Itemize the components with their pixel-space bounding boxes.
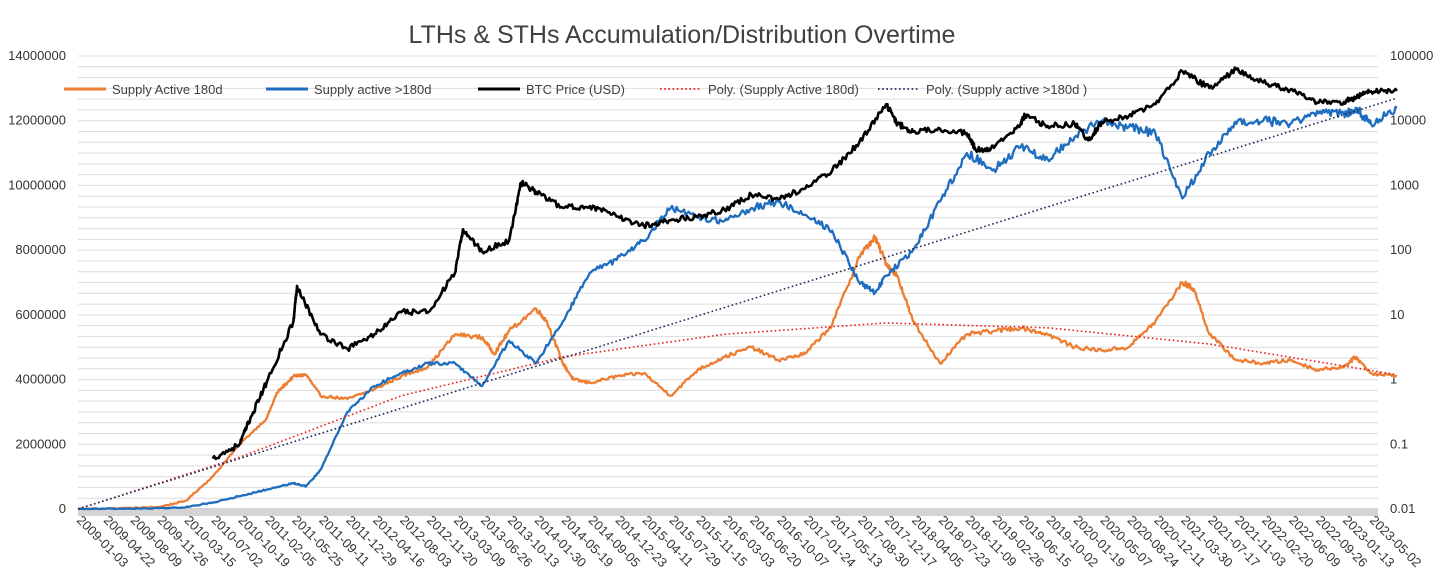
y-right-tick-label: 0.01 — [1390, 501, 1415, 516]
y-right-tick-label: 100 — [1390, 242, 1412, 257]
series-line-0 — [77, 234, 1398, 511]
series-lines — [77, 66, 1398, 511]
legend-label: Supply active >180d — [314, 82, 431, 97]
series-line-1 — [77, 105, 1398, 511]
legend-label: BTC Price (USD) — [526, 82, 625, 97]
y-right-tick-label: 100000 — [1390, 48, 1433, 63]
y-left-tick-label: 4000000 — [15, 372, 66, 387]
series-line-4 — [77, 97, 1398, 510]
y-left-tick-label: 6000000 — [15, 307, 66, 322]
axes: 0 2000000 4000000 6000000 8000000 10000000 120… — [8, 48, 1433, 570]
y-left-tick-label: 14000000 — [8, 48, 66, 63]
y-left-tick-label: 0 — [59, 501, 66, 516]
y-right-tick-label: 1 — [1390, 372, 1397, 387]
gridlines — [78, 55, 1378, 499]
legend: Supply Active 180d Supply active >180d BTC… — [64, 82, 1087, 97]
series-line-2 — [211, 66, 1398, 461]
y-left-tick-label: 2000000 — [15, 436, 66, 451]
y-left-tick-label: 8000000 — [15, 242, 66, 257]
chart-title: LTHs & STHs Accumulation/Distribution Ov… — [409, 21, 956, 49]
y-right-tick-label: 1000 — [1390, 177, 1419, 192]
legend-label: Poly. (Supply active >180d ) — [926, 82, 1087, 97]
legend-label: Supply Active 180d — [112, 82, 223, 97]
y-left-tick-label: 10000000 — [8, 177, 66, 192]
y-right-tick-label: 10 — [1390, 307, 1404, 322]
x-axis-baseline — [78, 508, 1378, 516]
y-right-tick-label: 0.1 — [1390, 436, 1408, 451]
y-left-tick-label: 12000000 — [8, 113, 66, 128]
y-right-tick-label: 10000 — [1390, 113, 1426, 128]
series-line-3 — [77, 322, 1398, 510]
legend-label: Poly. (Supply Active 180d) — [708, 82, 859, 97]
